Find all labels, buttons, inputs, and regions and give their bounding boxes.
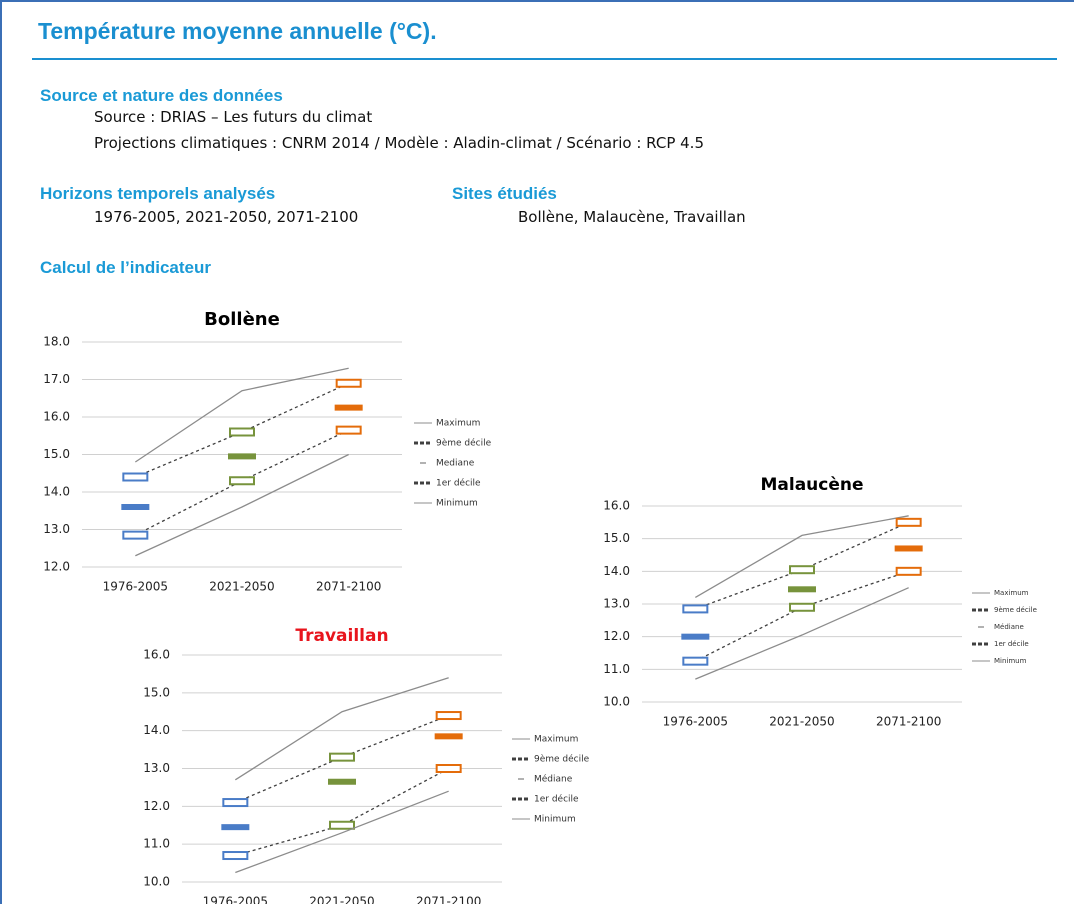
x-tick-label: 2021-2050 (309, 895, 374, 904)
x-tick-label: 1976-2005 (103, 580, 168, 594)
series-line (135, 429, 349, 536)
legend-label: Maximum (994, 589, 1029, 597)
sites-text: Bollène, Malaucène, Travaillan (518, 208, 746, 226)
open-box-marker (229, 427, 255, 437)
median-marker (681, 633, 710, 640)
y-tick-label: 11.0 (603, 662, 630, 676)
section-heading: Horizons temporels analysés (40, 184, 276, 203)
series-line (235, 790, 449, 874)
series-line (695, 587, 909, 680)
y-tick-label: 12.0 (603, 629, 630, 643)
x-tick-label: 2021-2050 (209, 580, 274, 594)
open-box-marker (229, 476, 255, 486)
median-marker (221, 824, 250, 831)
open-box-marker (335, 378, 362, 388)
y-tick-label: 14.0 (603, 564, 630, 578)
open-box-marker (222, 851, 249, 861)
open-box-marker (789, 602, 815, 612)
open-box-marker (222, 798, 249, 808)
x-tick-label: 2021-2050 (769, 715, 834, 729)
chart-title: Travaillan (295, 626, 388, 646)
y-tick-label: 14.0 (43, 485, 70, 499)
series-line (695, 515, 909, 599)
y-tick-label: 15.0 (603, 531, 630, 545)
y-tick-label: 11.0 (143, 837, 170, 851)
open-box-marker (895, 566, 922, 576)
x-tick-label: 1976-2005 (203, 895, 268, 904)
series-line (234, 677, 449, 781)
chart-title: Malaucène (760, 475, 863, 495)
median-marker (328, 778, 356, 785)
legend-label: Mediane (436, 459, 475, 469)
y-tick-label: 18.0 (43, 335, 70, 349)
x-tick-label: 1976-2005 (663, 715, 728, 729)
y-tick-label: 13.0 (143, 761, 170, 775)
y-tick-label: 15.0 (143, 685, 170, 699)
open-box-marker (329, 820, 355, 830)
open-box-marker (335, 425, 362, 435)
y-tick-label: 10.0 (143, 875, 170, 889)
section-heading: Source et nature des données (40, 86, 283, 105)
y-tick-label: 16.0 (43, 410, 70, 424)
horizons-text: 1976-2005, 2021-2050, 2071-2100 (94, 208, 359, 226)
y-tick-label: 16.0 (603, 499, 630, 513)
open-box-marker (682, 604, 709, 614)
open-box-marker (122, 472, 149, 482)
median-marker (434, 733, 463, 740)
median-marker (334, 404, 363, 411)
legend-label: Médiane (534, 774, 573, 785)
title-rule (32, 58, 1057, 60)
y-tick-label: 12.0 (43, 560, 70, 574)
median-marker (121, 504, 150, 510)
median-marker (228, 453, 256, 460)
open-box-marker (682, 656, 709, 666)
y-tick-label: 13.0 (43, 522, 70, 536)
y-tick-label: 14.0 (143, 723, 170, 737)
legend-label: 9ème décile (436, 438, 492, 449)
section-heading: Sites étudiés (452, 184, 557, 203)
series-line (695, 521, 909, 610)
y-tick-label: 16.0 (143, 648, 170, 662)
section-heading: Calcul de l’indicateur (40, 258, 211, 277)
legend-label: Minimum (534, 815, 576, 825)
open-box-marker (122, 530, 149, 540)
legend-label: 9ème décile (994, 606, 1037, 614)
y-tick-label: 12.0 (143, 799, 170, 813)
open-box-marker (435, 764, 462, 773)
y-tick-label: 10.0 (603, 695, 630, 709)
median-marker (788, 586, 816, 593)
y-tick-label: 13.0 (603, 597, 630, 611)
y-tick-label: 17.0 (43, 372, 70, 386)
x-tick-label: 2071-2100 (876, 715, 941, 729)
legend-label: Maximum (534, 735, 578, 745)
legend-label: Médiane (994, 623, 1024, 631)
legend-label: Minimum (994, 657, 1027, 665)
legend-label: 9ème décile (534, 754, 590, 765)
median-marker (894, 545, 923, 552)
x-tick-label: 2071-2100 (316, 580, 381, 594)
series-line (134, 367, 349, 463)
source-line: Projections climatiques : CNRM 2014 / Mo… (94, 134, 704, 152)
series-line (695, 570, 909, 662)
series-line (135, 453, 349, 557)
chart-title: Bollène (204, 309, 280, 330)
legend-label: Maximum (436, 419, 480, 429)
source-line: Source : DRIAS – Les futurs du climat (94, 108, 373, 126)
x-tick-label: 2071-2100 (416, 895, 481, 904)
legend-label: Minimum (436, 499, 478, 509)
open-box-marker (435, 711, 462, 721)
y-tick-label: 15.0 (43, 447, 70, 461)
legend-label: 1er décile (436, 478, 481, 489)
open-box-marker (895, 517, 922, 527)
legend-label: 1er décile (534, 794, 579, 805)
open-box-marker (789, 565, 815, 575)
legend-label: 1er décile (994, 640, 1029, 648)
page-title: Température moyenne annuelle (°C). (38, 18, 437, 44)
open-box-marker (329, 752, 355, 762)
